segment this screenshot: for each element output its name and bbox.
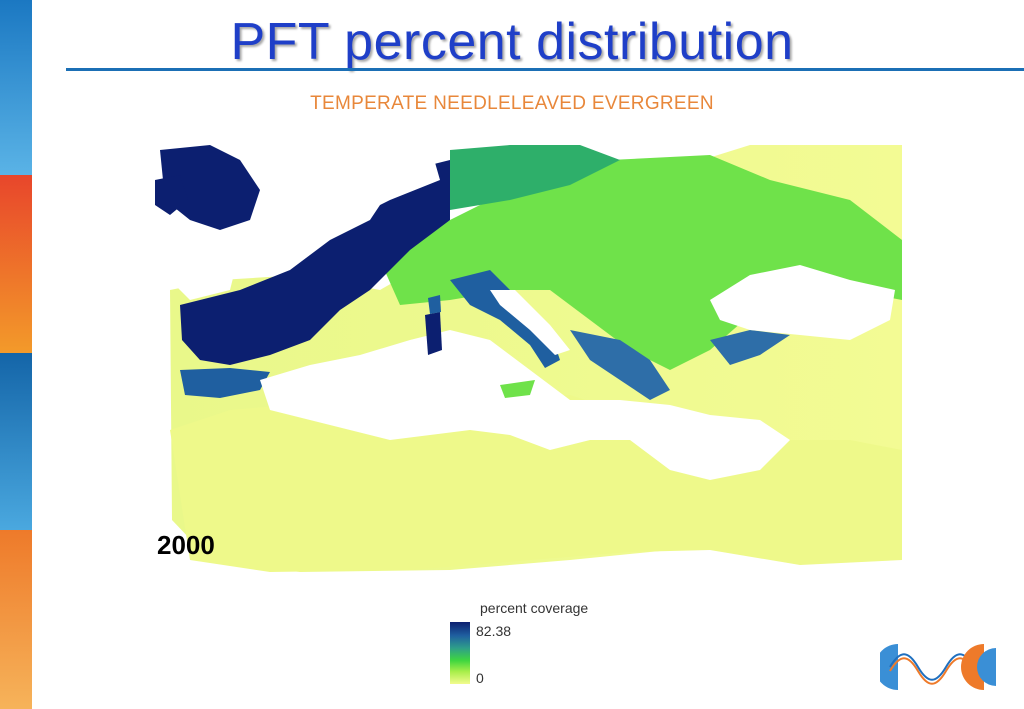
year-label: 2000 xyxy=(157,530,215,560)
black-sea xyxy=(710,265,895,340)
high-coverage-anatolia-coast xyxy=(710,330,790,365)
high-coverage-italy xyxy=(450,270,560,368)
adriatic-sea xyxy=(490,290,570,355)
map-legend: percent coverage 82.38 0 xyxy=(440,598,640,698)
pft-distribution-map xyxy=(150,145,902,580)
legend-min-value: 0 xyxy=(476,670,484,686)
legend-title: percent coverage xyxy=(480,600,589,616)
sicily xyxy=(500,380,535,398)
sidebar-band-blue-2 xyxy=(0,353,32,530)
legend-max-value: 82.38 xyxy=(476,623,512,639)
sidebar-band-blue xyxy=(0,0,32,175)
sidebar-band-orange xyxy=(0,175,32,353)
north-sea xyxy=(260,145,440,230)
sidebar-band-orange-2 xyxy=(0,530,32,709)
corsica xyxy=(428,295,441,314)
high-coverage-iberia-coast xyxy=(180,368,270,398)
mid-coverage-band-2 xyxy=(450,145,620,210)
high-coverage-uk xyxy=(160,145,260,230)
high-coverage-ireland xyxy=(155,175,188,215)
slide-subtitle: TEMPERATE NEEDLELEAVED EVERGREEN xyxy=(310,93,714,114)
title-underline xyxy=(66,68,1024,71)
high-coverage-west xyxy=(180,160,450,365)
organization-logo xyxy=(880,644,996,690)
mediterranean-sea xyxy=(260,330,790,480)
sidebar-decoration xyxy=(0,0,32,709)
mid-coverage-band xyxy=(380,155,902,370)
high-coverage-balkans xyxy=(570,330,670,400)
sardinia xyxy=(425,312,442,355)
slide-title: PFT percent distribution xyxy=(230,13,794,71)
legend-color-ramp xyxy=(450,622,470,684)
atlantic-south xyxy=(150,390,170,580)
bay-of-biscay xyxy=(170,240,240,300)
